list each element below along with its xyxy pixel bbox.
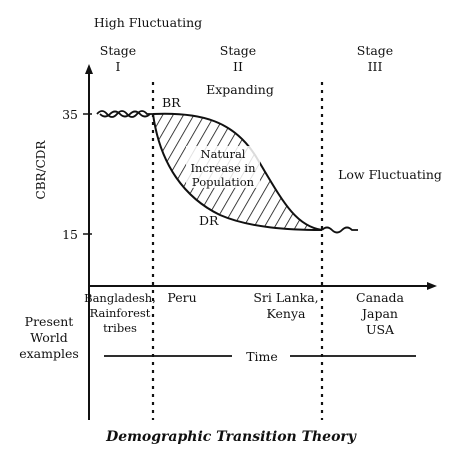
br-label: BR — [162, 95, 181, 110]
stage2-title: Stage — [220, 43, 256, 58]
examples-label-line-1: Present — [25, 314, 74, 329]
stage3-line — [321, 226, 358, 234]
stage3-numeral: III — [368, 59, 383, 74]
y-tick-15: 15 — [62, 227, 78, 242]
time-label: Time — [246, 349, 278, 364]
stage1-death-line — [99, 110, 151, 118]
stage3-title: Stage — [357, 43, 393, 58]
diagram-caption: Demographic Transition Theory — [105, 429, 357, 445]
stage2-numeral: II — [233, 59, 243, 74]
stage2-description: Expanding — [206, 82, 274, 97]
stage3-example-line-2: Japan — [360, 306, 398, 321]
stage1-example-line-3: tribes — [103, 321, 137, 335]
stage1-example-line-1: Bangladesh, — [84, 291, 156, 305]
dr-label: DR — [199, 213, 219, 228]
stage2-early-example: Peru — [167, 290, 196, 305]
stage3-example-line-3: USA — [366, 322, 395, 337]
y-tick-35: 35 — [62, 107, 78, 122]
stage1-numeral: I — [116, 59, 121, 74]
stage2-late-example-line-1: Sri Lanka, — [253, 290, 318, 305]
stage3-description: Low Fluctuating — [338, 167, 442, 182]
examples-label-line-3: examples — [19, 346, 79, 361]
stage1-title: Stage — [100, 43, 136, 58]
natural-increase-line-2: Increase in — [191, 161, 257, 175]
x-axis — [89, 282, 437, 290]
stage2-late-example-line-2: Kenya — [267, 306, 307, 321]
stage1-description: High Fluctuating — [94, 15, 202, 30]
natural-increase-line-1: Natural — [201, 147, 246, 161]
y-axis — [83, 64, 93, 420]
y-axis-label: CBR/CDR — [34, 140, 48, 200]
natural-increase-label: Natural Increase in Population — [186, 146, 260, 189]
stage3-example-line-1: Canada — [356, 290, 405, 305]
stage1-example-line-2: Rainforest — [90, 306, 151, 320]
natural-increase-line-3: Population — [192, 175, 255, 189]
examples-label-line-2: World — [30, 330, 68, 345]
death-rate-curve — [152, 113, 323, 231]
